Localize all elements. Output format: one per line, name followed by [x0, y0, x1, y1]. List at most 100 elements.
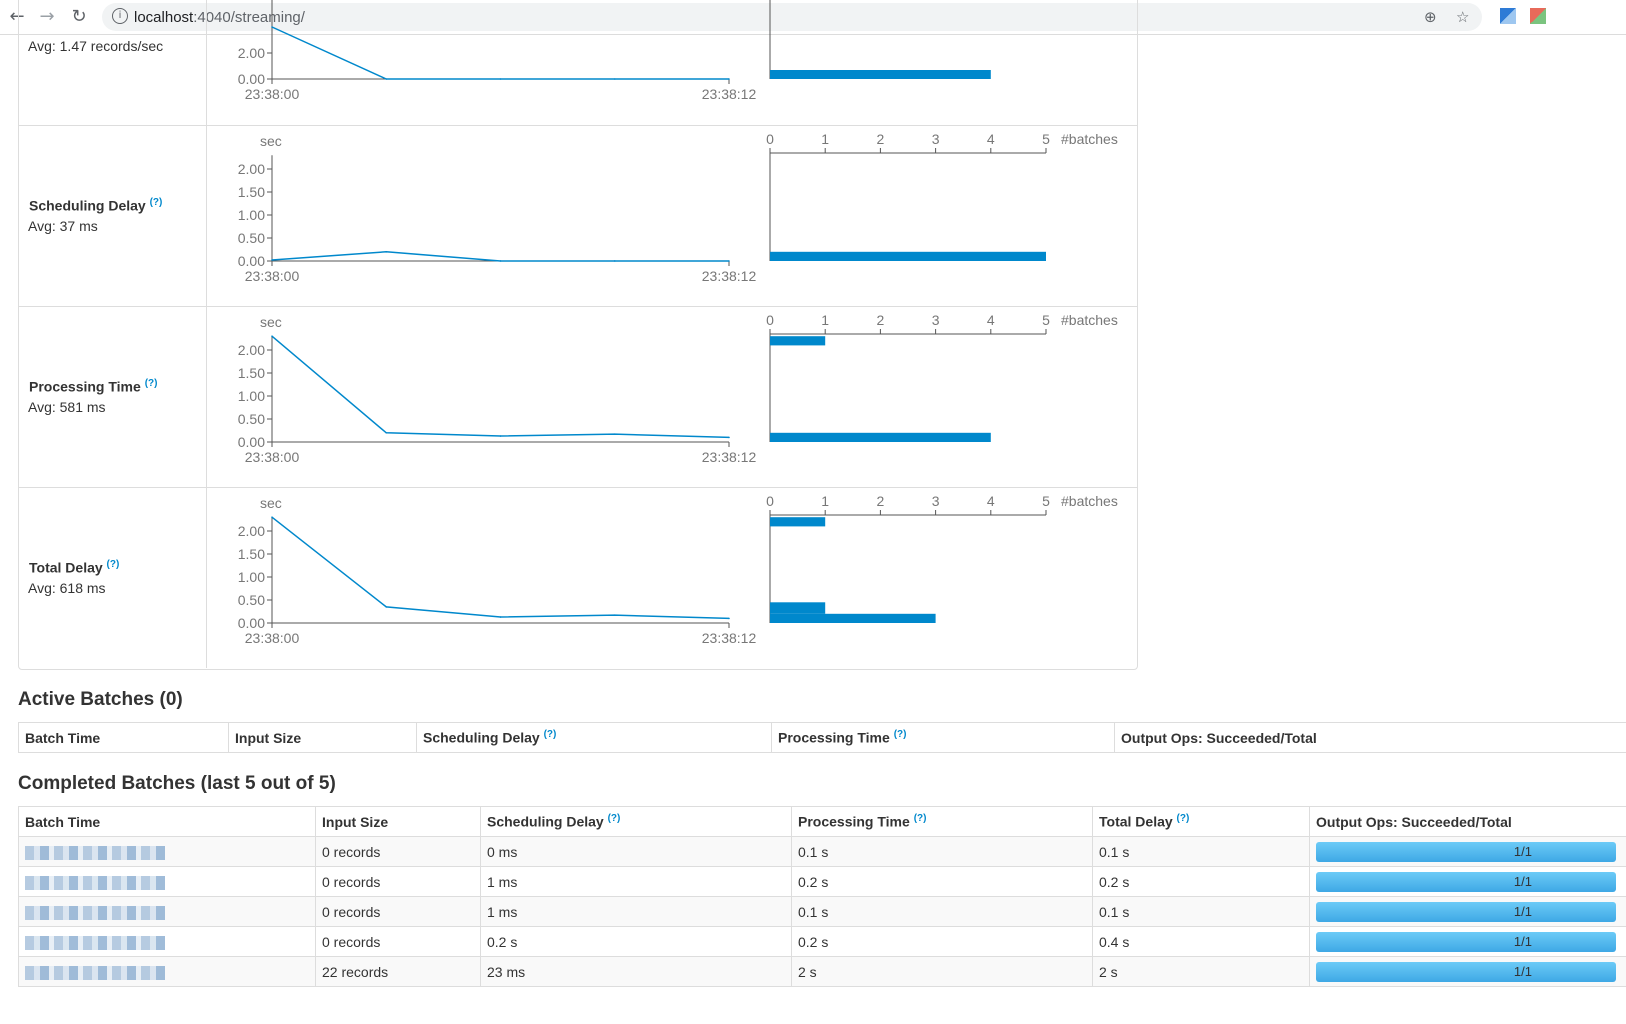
column-header[interactable]: Scheduling Delay (?): [480, 806, 792, 837]
active-batches-table: Batch Time Input Size Scheduling Delay (…: [18, 722, 1626, 753]
y-tick-label: 2.00: [238, 161, 265, 177]
histogram-unit-label: #batches: [1061, 312, 1118, 328]
output-ops-cell: 1/1: [1309, 836, 1626, 867]
extension-icon[interactable]: [1500, 8, 1516, 24]
y-tick-label: 1.50: [238, 184, 265, 200]
histogram-tick-label: 3: [932, 312, 940, 328]
batch-time-link[interactable]: [25, 935, 165, 950]
total-delay-cell: 0.1 s: [1092, 836, 1310, 867]
histogram-bar: [770, 432, 991, 442]
timeline-point: [271, 335, 273, 337]
y-tick-label: 0.50: [238, 411, 265, 427]
progress-label: 1/1: [1513, 903, 1532, 919]
column-header[interactable]: Batch Time: [18, 722, 229, 753]
x-tick-label: 23:38:00: [245, 449, 300, 465]
column-header[interactable]: Batch Time: [18, 806, 316, 837]
histogram-tick-label: 0: [766, 131, 774, 147]
batch-time-link[interactable]: [25, 905, 165, 920]
metric-label: Processing Time (?): [29, 378, 158, 395]
column-header[interactable]: Scheduling Delay (?): [416, 722, 772, 753]
column-header[interactable]: Processing Time (?): [791, 806, 1093, 837]
histogram-tick-label: 5: [1042, 312, 1050, 328]
x-tick-label: 23:38:00: [245, 86, 300, 102]
histogram-unit-label: #batches: [1061, 131, 1118, 147]
y-unit-label: sec: [260, 495, 282, 511]
input-size-cell: 0 records: [315, 926, 481, 957]
y-tick-label: 1.00: [238, 207, 265, 223]
x-tick-label: 23:38:00: [245, 268, 300, 284]
y-tick-label: 1.50: [238, 546, 265, 562]
back-icon[interactable]: ←: [9, 6, 25, 27]
timeline-point: [613, 614, 616, 616]
histogram-tick-label: 2: [877, 131, 885, 147]
column-header[interactable]: Output Ops: Succeeded/Total: [1114, 722, 1626, 753]
column-header[interactable]: Total Delay (?): [1092, 806, 1310, 837]
table-row: 0 records 1 ms 0.2 s 0.2 s 1/1: [18, 866, 1626, 897]
total-delay-cell: 0.2 s: [1092, 866, 1310, 897]
progress-label: 1/1: [1513, 963, 1532, 979]
timeline-point: [613, 433, 616, 435]
help-icon[interactable]: (?): [106, 559, 120, 570]
histogram-tick-label: 0: [766, 493, 774, 509]
batch-time-cell[interactable]: [18, 866, 316, 897]
help-icon[interactable]: (?): [543, 729, 557, 741]
histogram-tick-label: 4: [987, 493, 995, 509]
extension-icon[interactable]: [1530, 8, 1546, 24]
batch-time-cell[interactable]: [18, 836, 316, 867]
x-tick-label: 23:38:00: [245, 630, 300, 646]
help-icon[interactable]: (?): [149, 197, 163, 208]
batch-time-cell[interactable]: [18, 956, 316, 987]
y-tick-label: 2.00: [238, 45, 265, 61]
timeline-point: [499, 78, 502, 80]
zoom-icon[interactable]: ⊕: [1424, 8, 1437, 26]
reload-icon[interactable]: ↻: [71, 6, 87, 27]
y-unit-label: sec: [260, 314, 282, 330]
help-icon[interactable]: (?): [893, 729, 907, 741]
x-tick-label: 23:38:12: [702, 268, 757, 284]
y-tick-label: 0.50: [238, 230, 265, 246]
column-header[interactable]: Processing Time (?): [771, 722, 1115, 753]
column-header[interactable]: Input Size: [228, 722, 417, 753]
batch-time-link[interactable]: [25, 845, 165, 860]
y-tick-label: 1.00: [238, 388, 265, 404]
input-size-cell: 0 records: [315, 836, 481, 867]
batch-time-cell[interactable]: [18, 926, 316, 957]
timeline-point: [499, 435, 502, 437]
timeline-point: [728, 436, 730, 439]
y-tick-label: 2.00: [238, 523, 265, 539]
batch-time-cell[interactable]: [18, 896, 316, 927]
help-icon[interactable]: (?): [1176, 813, 1190, 825]
info-icon[interactable]: i: [112, 8, 128, 24]
progress-bar: 1/1: [1316, 841, 1616, 862]
progress-bar: 1/1: [1316, 901, 1616, 922]
scheduling-delay-cell: 0.2 s: [480, 926, 792, 957]
timeline-point: [728, 260, 730, 262]
histogram-tick-label: 0: [766, 312, 774, 328]
batch-time-link[interactable]: [25, 965, 165, 980]
column-header[interactable]: Input Size: [315, 806, 481, 837]
batch-time-link[interactable]: [25, 875, 165, 890]
scheduling-delay-cell: 0 ms: [480, 836, 792, 867]
help-icon[interactable]: (?): [144, 378, 158, 389]
table-header-row: Batch Time Input Size Scheduling Delay (…: [18, 806, 1626, 837]
address-bar[interactable]: i localhost:4040/streaming/ ⊕ ☆: [102, 3, 1482, 31]
timeline-point: [728, 617, 730, 620]
x-tick-label: 23:38:12: [702, 630, 757, 646]
help-icon[interactable]: (?): [607, 813, 621, 825]
url-text[interactable]: localhost:4040/streaming/: [134, 9, 305, 26]
processing-time-cell: 0.2 s: [791, 866, 1093, 897]
timeline-series-line: [271, 516, 730, 620]
timeline-point: [499, 260, 502, 262]
input-size-cell: 0 records: [315, 866, 481, 897]
column-header[interactable]: Output Ops: Succeeded/Total: [1309, 806, 1626, 837]
help-icon[interactable]: (?): [913, 813, 927, 825]
metric-row-total-delay: Total Delay (?) Avg: 618 ms sec 2.00 1.50 1…: [19, 487, 1137, 668]
star-icon[interactable]: ☆: [1456, 8, 1470, 26]
histogram-tick-label: 1: [821, 131, 829, 147]
histogram-tick-label: 4: [987, 312, 995, 328]
forward-icon[interactable]: →: [39, 6, 55, 27]
